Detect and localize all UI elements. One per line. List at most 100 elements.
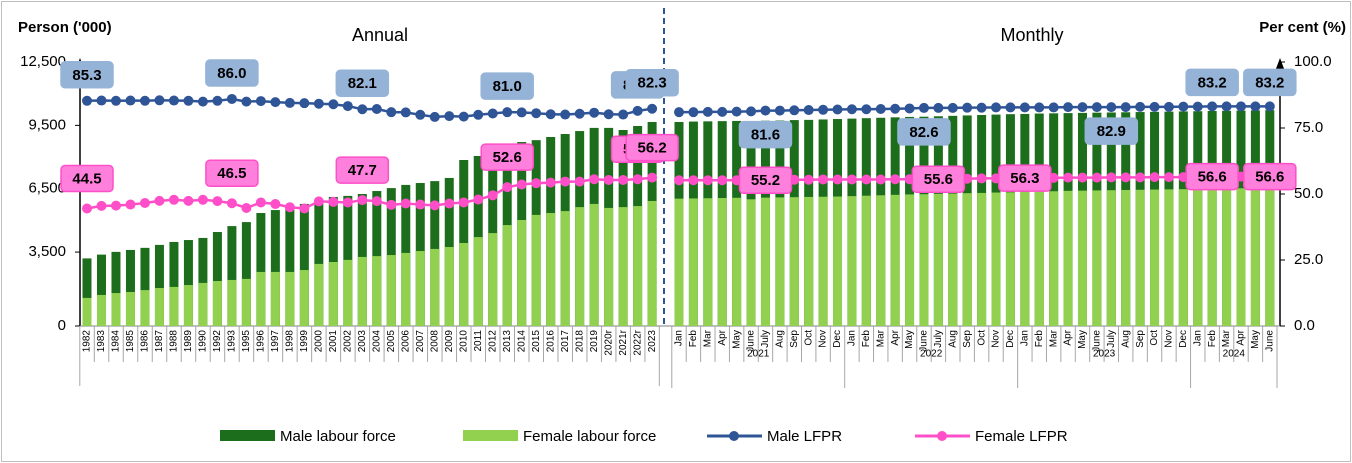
legend-label: Female LFPR: [975, 428, 1068, 445]
line-marker: [1091, 172, 1102, 183]
line-marker: [110, 95, 121, 106]
x-group-label: 2022: [920, 349, 943, 360]
data-label: 46.5: [217, 165, 246, 182]
bar: [473, 237, 483, 326]
bar: [962, 193, 972, 326]
line-marker: [746, 106, 757, 117]
data-label: 83.2: [1198, 74, 1227, 91]
x-tick-label: Nov: [818, 330, 829, 348]
x-tick-label: May: [1077, 330, 1088, 349]
bar: [256, 213, 266, 326]
line-marker: [415, 109, 426, 120]
x-tick-label: 1997: [270, 330, 281, 353]
line-marker: [1005, 102, 1016, 113]
x-tick-label: 1995: [241, 330, 252, 353]
bar: [140, 290, 150, 326]
bar: [1005, 192, 1015, 326]
data-label-box: [480, 72, 534, 100]
line-marker: [618, 175, 629, 186]
bar: [285, 271, 295, 326]
bar: [125, 249, 135, 326]
x-tick-label: Jan: [847, 330, 858, 346]
x-tick-label: 2005: [386, 330, 397, 353]
bar: [1049, 191, 1059, 326]
bar: [96, 294, 106, 326]
line-marker: [1063, 102, 1074, 113]
legend-label: Male LFPR: [767, 428, 842, 445]
x-tick-label: 1982: [82, 330, 93, 353]
bar: [905, 194, 915, 326]
line-marker: [516, 179, 527, 190]
bar: [314, 263, 324, 326]
data-label-box: [1243, 162, 1297, 191]
line-marker: [82, 203, 92, 214]
line-marker: [632, 105, 643, 116]
bar: [618, 207, 628, 326]
bar: [270, 210, 280, 326]
line-marker: [1077, 172, 1088, 183]
x-tick-label: Nov: [1164, 330, 1175, 348]
y2-axis-label: Per cent (%): [1259, 19, 1346, 36]
x-tick-label: July: [933, 330, 944, 348]
bar: [299, 203, 309, 326]
data-label: 47.7: [348, 162, 377, 179]
line-marker: [1135, 101, 1146, 112]
line-marker: [110, 200, 121, 211]
line-marker: [255, 197, 266, 208]
bar: [169, 241, 179, 326]
data-label: 44.5: [72, 170, 101, 187]
line-marker: [1063, 172, 1074, 183]
line-marker: [270, 199, 281, 210]
bar: [847, 196, 857, 326]
line-marker: [284, 97, 295, 108]
line-marker: [933, 102, 944, 113]
line-marker: [168, 194, 179, 205]
line-marker: [589, 107, 600, 118]
bar: [876, 195, 886, 326]
bar: [227, 279, 237, 326]
line-marker: [717, 175, 728, 186]
line-marker: [774, 105, 785, 116]
x-tick-label: May: [904, 330, 915, 349]
line-marker: [545, 109, 556, 120]
line-marker: [444, 198, 455, 209]
line-marker: [818, 104, 829, 115]
line-marker: [1077, 102, 1088, 113]
line-marker: [255, 96, 266, 107]
bar: [1178, 189, 1188, 326]
x-tick-label: 2014: [516, 330, 527, 353]
legend-swatch: [937, 431, 947, 441]
data-label-box: [205, 159, 259, 187]
x-tick-label: 2008: [429, 330, 440, 353]
line-series: [82, 93, 1275, 122]
line-marker: [1019, 102, 1030, 113]
y2-tick-label: 0.0: [1294, 317, 1315, 334]
x-tick-label: Feb: [1034, 330, 1045, 348]
bar: [589, 203, 599, 326]
line-marker: [688, 175, 699, 186]
line-marker: [1178, 101, 1189, 112]
line-marker: [299, 203, 310, 214]
x-tick-label: 2021r: [618, 329, 629, 355]
x-tick-label: May: [731, 330, 742, 349]
x-tick-label: 1992: [212, 330, 223, 353]
x-tick-label: May: [1250, 330, 1261, 349]
line-marker: [357, 195, 368, 206]
legend-swatch: [729, 431, 739, 441]
x-tick-label: Mar: [1048, 329, 1059, 347]
x-tick-label: 2020r: [603, 329, 614, 355]
x-tick-label: 2003: [357, 330, 368, 353]
x-group-label: 2021: [747, 349, 770, 360]
line-marker: [832, 104, 843, 115]
bar: [531, 214, 541, 326]
line-marker: [299, 98, 310, 109]
bar: [401, 252, 411, 326]
x-tick-label: June: [1264, 330, 1275, 352]
x-tick-label: Feb: [861, 330, 872, 348]
x-tick-label: July: [760, 330, 771, 348]
data-label: 82.1: [348, 75, 377, 92]
data-label: 83.2: [1255, 74, 1284, 91]
line-marker: [473, 109, 484, 120]
line-marker: [918, 102, 929, 113]
legend-label: Female labour force: [523, 428, 656, 445]
